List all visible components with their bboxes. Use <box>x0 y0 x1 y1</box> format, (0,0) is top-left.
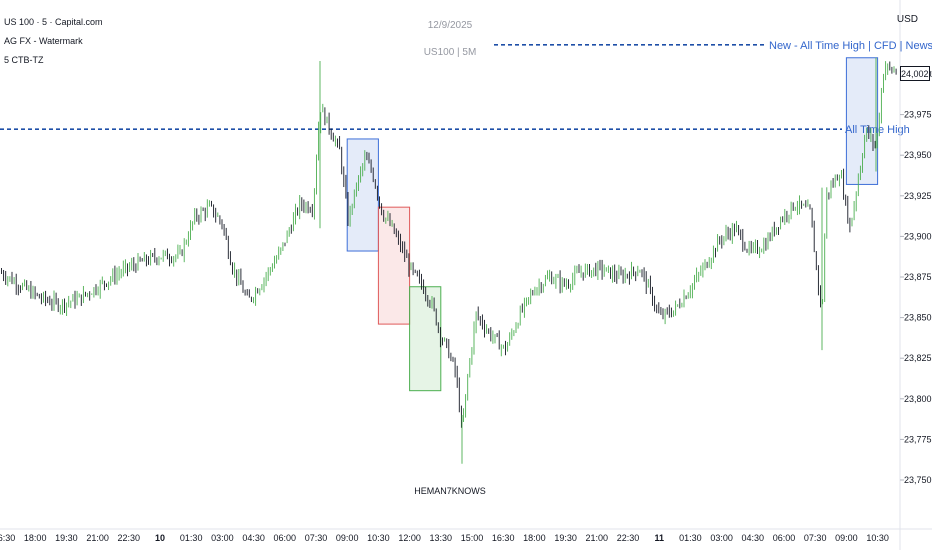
x-tick-label: 03:00 <box>710 533 733 543</box>
y-tick-label: 23,775.0 <box>904 434 932 444</box>
x-tick-label: 19:30 <box>554 533 577 543</box>
y-tick-label: 23,950.0 <box>904 150 932 160</box>
x-tick-label: 03:00 <box>211 533 234 543</box>
x-tick-label: 18:00 <box>24 533 47 543</box>
x-tick-label: 10 <box>155 533 165 543</box>
level-label-new-ath: New - All Time High | CFD | News <box>769 40 932 52</box>
currency-label[interactable]: USD <box>896 14 918 25</box>
chart-legend: US 100 · 5 · Capital.com AG FX - Waterma… <box>4 13 103 70</box>
session-box-blue <box>346 138 379 252</box>
indicator-watermark[interactable]: AG FX - Watermark <box>4 36 83 46</box>
x-tick-label: 22:30 <box>118 533 141 543</box>
y-tick-label: 23,925.0 <box>904 191 932 201</box>
watermark-date: 12/9/2025 <box>427 20 473 31</box>
x-tick-label: 18:00 <box>523 533 546 543</box>
y-tick-label: 23,800.0 <box>904 394 932 404</box>
x-tick-label: 10:30 <box>367 533 390 543</box>
y-tick-label: 23,975.0 <box>904 110 932 120</box>
watermark-symbol: US100 | 5M <box>423 47 477 58</box>
x-tick-label: 21:00 <box>86 533 109 543</box>
x-tick-label: 22:30 <box>617 533 640 543</box>
x-tick-label: 07:30 <box>804 533 827 543</box>
x-tick-label: 06:00 <box>773 533 796 543</box>
x-tick-label: 16:30 <box>492 533 515 543</box>
x-tick-label: 10:30 <box>866 533 889 543</box>
x-tick-label: 01:30 <box>180 533 203 543</box>
y-tick-label: 23,875.0 <box>904 272 932 282</box>
x-tick-label: 19:30 <box>55 533 78 543</box>
y-tick-label: 23,900.0 <box>904 231 932 241</box>
y-tick-label: 23,825.0 <box>904 353 932 363</box>
session-box-blue <box>845 57 879 185</box>
x-tick-label: 04:30 <box>242 533 265 543</box>
x-tick-label: 15:00 <box>461 533 484 543</box>
x-tick-label: 11 <box>654 533 664 543</box>
x-tick-label: 06:00 <box>274 533 297 543</box>
watermark-signature: HEMAN7KNOWS <box>414 486 486 496</box>
session-box-green <box>409 286 442 392</box>
last-price-tag: 24,002.2 <box>900 66 932 81</box>
x-tick-label: 16:30 <box>0 533 15 543</box>
x-tick-label: 09:00 <box>835 533 858 543</box>
x-tick-label: 09:00 <box>336 533 359 543</box>
symbol-line[interactable]: US 100 · 5 · Capital.com <box>4 17 103 27</box>
level-label-ath: All Time High <box>845 124 910 136</box>
x-tick-label: 04:30 <box>742 533 765 543</box>
indicator-ctb-tz[interactable]: 5 CTB-TZ <box>4 55 44 65</box>
x-tick-label: 12:00 <box>398 533 421 543</box>
y-tick-label: 23,850.0 <box>904 313 932 323</box>
x-tick-label: 07:30 <box>305 533 328 543</box>
x-tick-label: 01:30 <box>679 533 702 543</box>
y-tick-label: 23,750.0 <box>904 475 932 485</box>
x-tick-label: 21:00 <box>586 533 609 543</box>
x-tick-label: 13:30 <box>430 533 453 543</box>
